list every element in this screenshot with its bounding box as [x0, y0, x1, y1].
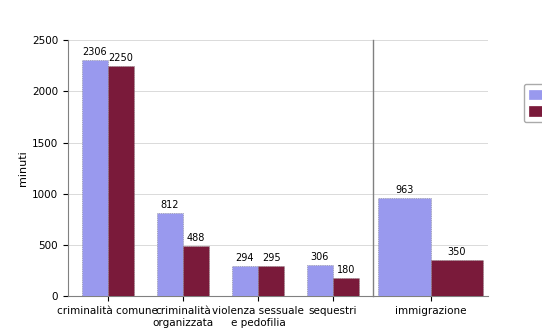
Bar — [430, 260, 482, 296]
Bar — [183, 246, 209, 296]
Text: 294: 294 — [236, 253, 254, 263]
Text: 295: 295 — [262, 253, 280, 263]
Bar — [333, 278, 359, 296]
Text: 350: 350 — [447, 247, 466, 257]
Text: 963: 963 — [395, 184, 414, 194]
Bar — [307, 265, 333, 296]
Text: 306: 306 — [311, 252, 329, 262]
Bar — [157, 213, 183, 296]
Legend: Tot. 2000, Tot. 2001: Tot. 2000, Tot. 2001 — [524, 84, 542, 122]
Bar — [232, 266, 258, 296]
Text: 488: 488 — [187, 233, 205, 243]
Bar — [82, 60, 108, 296]
Text: 180: 180 — [337, 265, 356, 275]
Bar — [378, 197, 430, 296]
Text: 812: 812 — [160, 200, 179, 210]
Text: 2250: 2250 — [108, 53, 133, 63]
Bar — [108, 66, 134, 296]
Bar — [258, 266, 285, 296]
Text: 2306: 2306 — [82, 47, 107, 57]
Y-axis label: minuti: minuti — [17, 150, 28, 186]
